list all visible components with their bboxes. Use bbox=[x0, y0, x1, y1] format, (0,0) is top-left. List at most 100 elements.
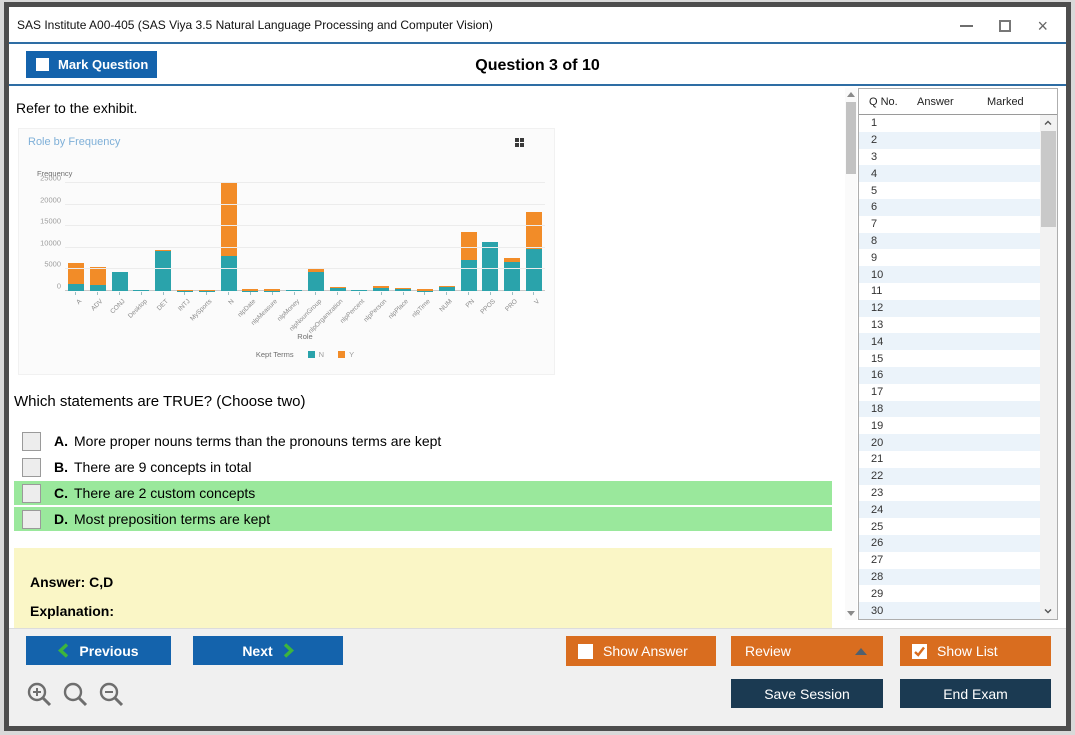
question-list-row[interactable]: 18 bbox=[859, 400, 1040, 418]
question-list-row[interactable]: 5 bbox=[859, 182, 1040, 199]
bar-segment-N bbox=[395, 288, 412, 291]
bar-segment-Y bbox=[264, 289, 281, 291]
question-list-row[interactable]: 12 bbox=[859, 299, 1040, 317]
question-number: 2 bbox=[871, 134, 878, 147]
question-list-row[interactable]: 4 bbox=[859, 165, 1040, 183]
answer-option-c[interactable]: C. There are 2 custom concepts bbox=[14, 481, 832, 505]
list-scrollbar-thumb[interactable] bbox=[1041, 131, 1056, 227]
legend-label: N bbox=[318, 350, 325, 359]
answer-option-b[interactable]: B. There are 9 concepts in total bbox=[14, 455, 832, 479]
question-list-row[interactable]: 28 bbox=[859, 568, 1040, 586]
question-list-row[interactable]: 29 bbox=[859, 585, 1040, 602]
bar-PPOS bbox=[479, 183, 501, 295]
minimize-icon[interactable] bbox=[960, 24, 974, 27]
option-checkbox[interactable] bbox=[22, 457, 41, 477]
legend-key-N: N bbox=[307, 350, 325, 359]
main-scrollbar[interactable] bbox=[845, 88, 857, 620]
question-list-row[interactable]: 20 bbox=[859, 434, 1040, 451]
question-number: 10 bbox=[871, 268, 884, 281]
options-list: A. More proper nouns terms than the prono… bbox=[14, 429, 832, 533]
maximize-icon[interactable] bbox=[999, 19, 1012, 32]
list-scrollbar[interactable] bbox=[1040, 115, 1057, 619]
question-list-row[interactable]: 21 bbox=[859, 451, 1040, 468]
scroll-up-arrow[interactable] bbox=[847, 92, 855, 97]
question-number: 11 bbox=[871, 285, 883, 298]
question-list-row[interactable]: 24 bbox=[859, 501, 1040, 519]
bar-segment-N bbox=[482, 242, 499, 291]
list-scroll-up-icon[interactable] bbox=[1044, 119, 1052, 127]
show-list-button[interactable]: Show List bbox=[900, 636, 1051, 666]
question-list-row[interactable]: 26 bbox=[859, 534, 1040, 552]
question-list-row[interactable]: 13 bbox=[859, 317, 1040, 334]
question-number: 20 bbox=[871, 436, 884, 449]
scroll-down-arrow[interactable] bbox=[847, 611, 855, 616]
question-list-row[interactable]: 10 bbox=[859, 266, 1040, 283]
question-list-row[interactable]: 17 bbox=[859, 384, 1040, 401]
bar-segment-N bbox=[525, 248, 542, 291]
bar-segment-Y bbox=[460, 231, 477, 260]
answer-option-d[interactable]: D. Most preposition terms are kept bbox=[14, 507, 832, 531]
question-list-row[interactable]: 15 bbox=[859, 350, 1040, 367]
question-list-row[interactable]: 30 bbox=[859, 602, 1040, 619]
exhibit-intro-text: Refer to the exhibit. bbox=[16, 100, 138, 116]
zoom-reset-icon[interactable] bbox=[62, 681, 89, 708]
footer-toolbar: Previous Next Show Answer Review Show Li… bbox=[9, 628, 1066, 726]
question-list-row[interactable]: 14 bbox=[859, 333, 1040, 351]
bar-segment-N bbox=[155, 250, 172, 291]
x-tick-label: nlpTime bbox=[410, 298, 432, 320]
bar-segment-N bbox=[220, 255, 237, 291]
explanation-heading: Explanation: bbox=[30, 603, 115, 619]
question-list-row[interactable]: 6 bbox=[859, 198, 1040, 216]
option-text: More proper nouns terms than the pronoun… bbox=[74, 433, 442, 449]
question-list-row[interactable]: 23 bbox=[859, 485, 1040, 502]
question-list-row[interactable]: 22 bbox=[859, 467, 1040, 485]
next-button[interactable]: Next bbox=[193, 636, 343, 665]
end-exam-button[interactable]: End Exam bbox=[900, 679, 1051, 708]
question-list-row[interactable]: 1 bbox=[859, 115, 1040, 132]
show-answer-checkbox[interactable] bbox=[578, 643, 593, 659]
x-tick-mark bbox=[511, 292, 513, 295]
question-list-row[interactable]: 19 bbox=[859, 417, 1040, 434]
x-tick-label: PN bbox=[464, 298, 476, 310]
question-list-row[interactable]: 8 bbox=[859, 232, 1040, 250]
bar-N bbox=[218, 183, 240, 295]
save-session-button[interactable]: Save Session bbox=[731, 679, 883, 708]
list-scroll-down-icon[interactable] bbox=[1044, 607, 1052, 615]
checkmark-icon bbox=[914, 646, 925, 657]
question-list-row[interactable]: 16 bbox=[859, 366, 1040, 384]
col-header-marked: Marked bbox=[987, 95, 1024, 108]
mark-question-checkbox[interactable] bbox=[36, 58, 49, 71]
option-checkbox[interactable] bbox=[22, 431, 41, 451]
main-scrollbar-thumb[interactable] bbox=[846, 102, 856, 174]
y-tick-label: 10000 bbox=[40, 238, 61, 248]
option-text: There are 9 concepts in total bbox=[74, 459, 252, 475]
show-list-checkbox[interactable] bbox=[912, 643, 927, 659]
answer-option-a[interactable]: A. More proper nouns terms than the prono… bbox=[14, 429, 832, 453]
review-dropdown[interactable]: Review bbox=[731, 636, 883, 666]
question-list-row[interactable]: 11 bbox=[859, 283, 1040, 300]
question-list-row[interactable]: 2 bbox=[859, 131, 1040, 149]
bar-segment-N bbox=[373, 287, 390, 291]
previous-button[interactable]: Previous bbox=[26, 636, 171, 665]
question-number: 1 bbox=[871, 117, 878, 130]
x-tick-label: PPOS bbox=[479, 298, 498, 316]
bar-segment-N bbox=[89, 285, 106, 291]
question-list-row[interactable]: 9 bbox=[859, 249, 1040, 266]
question-list-row[interactable]: 25 bbox=[859, 518, 1040, 535]
zoom-in-icon[interactable] bbox=[26, 681, 53, 708]
show-answer-button[interactable]: Show Answer bbox=[566, 636, 716, 666]
bar-segment-N bbox=[460, 259, 477, 291]
option-checkbox[interactable] bbox=[22, 483, 41, 503]
legend-label: Y bbox=[349, 350, 355, 359]
close-icon[interactable]: × bbox=[1037, 15, 1048, 36]
question-list-row[interactable]: 27 bbox=[859, 552, 1040, 569]
bar-nlpNounGroup bbox=[305, 183, 327, 295]
question-list-row[interactable]: 7 bbox=[859, 216, 1040, 233]
zoom-out-icon[interactable] bbox=[98, 681, 125, 708]
question-list-row[interactable]: 3 bbox=[859, 149, 1040, 166]
mark-question-button[interactable]: Mark Question bbox=[26, 51, 157, 78]
app-window: SAS Institute A00-405 (SAS Viya 3.5 Natu… bbox=[4, 2, 1071, 731]
x-tick-mark bbox=[489, 292, 491, 295]
previous-label: Previous bbox=[79, 642, 139, 659]
option-checkbox[interactable] bbox=[22, 509, 41, 529]
